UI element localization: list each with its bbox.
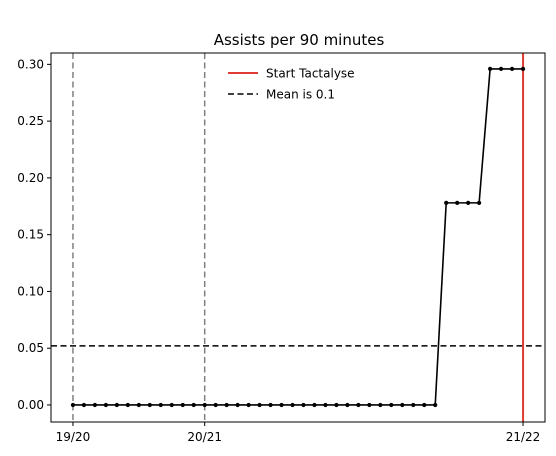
data-point-34 — [444, 200, 449, 205]
data-point-40 — [509, 66, 515, 71]
data-point-19 — [279, 402, 284, 408]
chart-title: Assists per 90 minutes — [214, 31, 385, 49]
y-tick-label-4: 0.20 — [17, 171, 44, 185]
data-point-20 — [290, 402, 295, 408]
data-point-30 — [400, 402, 405, 408]
data-point-17 — [257, 402, 262, 408]
data-point-12 — [202, 402, 207, 408]
data-point-29 — [389, 402, 394, 408]
data-point-13 — [213, 402, 218, 408]
data-point-26 — [356, 402, 361, 408]
x-tick-label-1: 20/21 — [187, 430, 222, 444]
plot-area — [51, 53, 545, 422]
data-point-8 — [158, 402, 163, 408]
data-point-39 — [498, 66, 504, 71]
data-point-7 — [147, 402, 152, 408]
data-point-36 — [466, 200, 471, 205]
data-point-14 — [224, 402, 229, 408]
data-point-32 — [422, 402, 427, 408]
data-point-41 — [520, 66, 526, 71]
data-point-31 — [411, 402, 416, 408]
data-point-27 — [367, 402, 372, 408]
data-point-1 — [81, 402, 87, 408]
data-point-10 — [180, 402, 185, 408]
data-point-33 — [433, 402, 438, 408]
data-point-37 — [477, 200, 482, 205]
data-point-21 — [301, 402, 306, 408]
data-point-25 — [345, 402, 350, 408]
data-point-22 — [312, 402, 317, 408]
legend-label-0: Start Tactalyse — [266, 67, 355, 81]
x-tick-label-0: 19/20 — [56, 430, 91, 444]
y-tick-label-0: 0.00 — [17, 398, 44, 412]
y-tick-label-6: 0.30 — [17, 57, 44, 71]
data-point-0 — [70, 402, 76, 408]
data-point-15 — [235, 402, 240, 408]
y-tick-label-2: 0.10 — [17, 284, 44, 298]
data-point-9 — [169, 402, 174, 408]
axes-frame — [50, 52, 546, 423]
x-tick-label-2: 21/22 — [506, 430, 541, 444]
data-point-23 — [323, 402, 328, 408]
data-point-38 — [488, 66, 493, 71]
data-point-24 — [334, 402, 339, 408]
data-point-11 — [191, 402, 196, 408]
data-point-2 — [92, 402, 98, 408]
legend: Start Tactalyse Mean is 0.1 — [228, 67, 355, 102]
y-tick-label-1: 0.05 — [17, 341, 44, 355]
data-point-16 — [246, 402, 251, 408]
data-point-4 — [114, 402, 119, 408]
axes: 0.00 0.05 0.10 0.15 0.20 0.25 0.30 19/20 20/21 21… — [17, 52, 546, 444]
y-tick-label-3: 0.15 — [17, 228, 44, 242]
data-point-18 — [268, 402, 273, 408]
data-point-6 — [136, 402, 141, 408]
data-point-5 — [125, 402, 130, 408]
y-tick-label-5: 0.25 — [17, 114, 44, 128]
data-point-28 — [378, 402, 383, 408]
series-line-0 — [72, 68, 524, 406]
legend-label-1: Mean is 0.1 — [266, 88, 335, 102]
data-point-35 — [455, 200, 460, 205]
data-point-3 — [103, 402, 108, 408]
